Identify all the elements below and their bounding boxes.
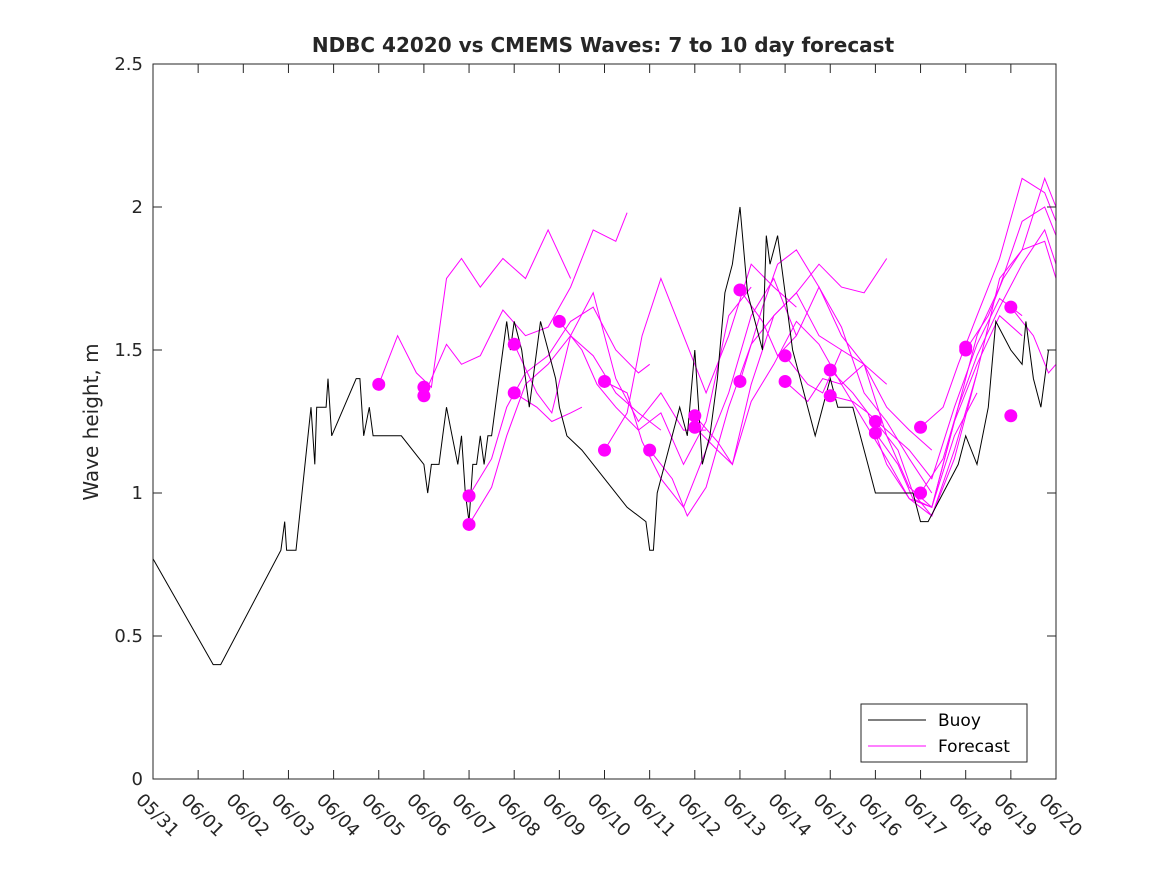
- forecast-marker-22: [914, 486, 928, 500]
- x-tick-label-11: 06/11: [628, 790, 680, 842]
- y-axis-ticks: 0 0.5 1 1.5 2 2.5: [114, 54, 1056, 790]
- y-tick-label-5: 2.5: [114, 54, 143, 75]
- plot-area: [152, 63, 1057, 780]
- x-tick-label-15: 06/15: [809, 790, 861, 842]
- x-tick-label-18: 06/18: [944, 790, 996, 842]
- x-tick-label-0: 05/31: [131, 790, 183, 842]
- x-tick-label-5: 06/05: [357, 790, 409, 842]
- forecast-line-4: [513, 291, 707, 431]
- forecast-line-10: [694, 320, 888, 466]
- forecast-markers: [372, 283, 1018, 531]
- forecast-marker-26: [1004, 409, 1018, 423]
- x-tick-label-3: 06/03: [267, 790, 319, 842]
- x-tick-label-7: 06/07: [448, 790, 500, 842]
- x-tick-label-17: 06/17: [899, 790, 951, 842]
- forecast-marker-20: [868, 426, 882, 440]
- legend-forecast-label: Forecast: [938, 737, 1010, 757]
- forecast-line-19: [874, 206, 1057, 509]
- forecast-marker-12: [688, 420, 702, 434]
- y-tick-label-2: 1: [132, 483, 143, 504]
- y-axis-label: Wave height, m: [79, 343, 103, 500]
- forecast-line-2: [468, 306, 651, 497]
- buoy-series: [152, 206, 1056, 666]
- forecast-marker-5: [507, 337, 521, 351]
- x-tick-label-4: 06/04: [312, 790, 364, 842]
- x-tick-label-14: 06/14: [764, 790, 816, 842]
- forecast-marker-6: [507, 386, 521, 400]
- forecast-line-1: [423, 212, 628, 397]
- buoy-line: [152, 206, 1056, 666]
- forecast-marker-4: [462, 517, 476, 531]
- forecast-line-20: [920, 177, 1057, 428]
- forecast-line-8: [604, 263, 797, 451]
- forecast-marker-15: [778, 349, 792, 363]
- forecast-marker-19: [868, 415, 882, 428]
- chart-title: NDBC 42020 vs CMEMS Waves: 7 to 10 day f…: [312, 33, 895, 57]
- forecast-line-3: [468, 334, 662, 525]
- forecast-marker-17: [823, 363, 837, 377]
- x-tick-label-20: 06/20: [1034, 790, 1086, 842]
- plot-background: [153, 64, 1056, 779]
- forecast-line-7: [604, 277, 797, 509]
- forecast-line-15: [784, 372, 978, 517]
- forecast-line-14: [784, 349, 978, 509]
- x-tick-label-6: 06/06: [402, 790, 454, 842]
- forecast-marker-2: [417, 389, 431, 403]
- x-tick-label-8: 06/08: [493, 790, 545, 842]
- y-tick-label-4: 2: [132, 197, 143, 218]
- forecast-marker-24: [959, 343, 973, 357]
- forecast-line-16: [829, 314, 1023, 508]
- x-tick-label-2: 06/02: [222, 790, 274, 842]
- x-tick-label-16: 06/16: [854, 790, 906, 842]
- forecast-marker-8: [598, 374, 611, 388]
- forecast-line-5: [513, 392, 583, 423]
- forecast-marker-25: [1004, 300, 1018, 314]
- forecast-marker-13: [733, 283, 747, 297]
- forecast-line-17: [830, 297, 1023, 480]
- forecast-marker-11: [688, 409, 702, 423]
- forecast-marker-0: [372, 377, 386, 391]
- forecast-line-0: [378, 228, 572, 389]
- forecast-marker-21: [914, 420, 928, 434]
- forecast-marker-10: [643, 443, 657, 457]
- y-tick-label-3: 1.5: [114, 340, 143, 361]
- forecast-line-22: [965, 240, 1057, 351]
- x-tick-label-10: 06/10: [583, 790, 635, 842]
- x-tick-label-19: 06/19: [989, 790, 1041, 842]
- forecast-marker-7: [552, 314, 566, 328]
- y-tick-label-0: 0: [132, 769, 143, 790]
- forecast-line-23: [1010, 306, 1057, 374]
- forecast-line-21: [920, 228, 1057, 494]
- forecast-marker-14: [733, 374, 747, 388]
- forecast-marker-16: [778, 374, 792, 388]
- legend-box: [860, 703, 1028, 763]
- forecast-marker-18: [823, 389, 837, 403]
- forecast-marker-3: [462, 489, 476, 503]
- forecast-line-6: [559, 286, 752, 466]
- legend: Buoy Forecast: [860, 703, 1028, 763]
- forecast-line-11: [694, 258, 888, 466]
- forecast-line-12: [739, 285, 933, 451]
- x-tick-label-13: 06/13: [718, 790, 770, 842]
- x-tick-label-1: 06/01: [177, 790, 229, 842]
- forecast-marker-9: [598, 443, 611, 457]
- y-tick-label-1: 0.5: [114, 626, 143, 647]
- x-tick-label-12: 06/12: [673, 790, 725, 842]
- legend-buoy-label: Buoy: [938, 711, 981, 731]
- x-tick-label-9: 06/09: [538, 790, 590, 842]
